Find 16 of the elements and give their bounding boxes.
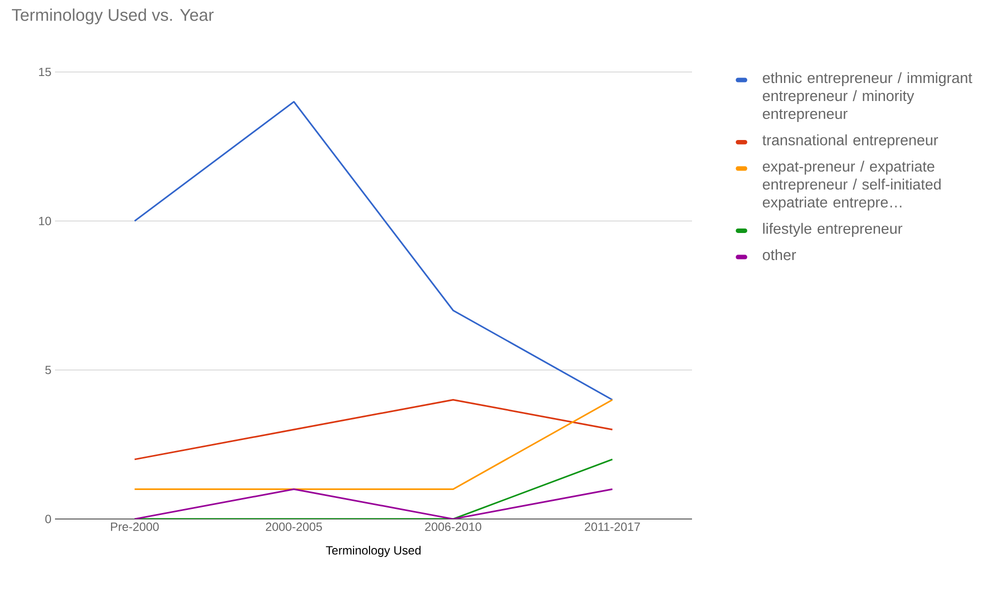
legend-label: ethnic entrepreneur / immigrant entrepreneur / minority entrepreneur (762, 72, 972, 122)
chart-title: Terminology Used vs. Year (12, 8, 214, 24)
y-tick-label: 15 (39, 68, 51, 76)
legend-label: expat-preneur / expatriate entrepreneur / self-initiated expatriate entrepre… (762, 160, 941, 210)
legend-label: transnational entrepreneur (762, 134, 938, 148)
x-tick-label: 2011-2017 (584, 522, 640, 531)
x-tick-label: 2000-2005 (266, 522, 322, 531)
line-series (134, 100, 614, 401)
y-tick-label: 5 (45, 366, 51, 374)
x-tick-label: 2006-2010 (425, 522, 482, 531)
legend-label: other (762, 249, 796, 260)
legend-label: lifestyle entrepreneur (763, 222, 902, 237)
y-tick-label: 10 (39, 216, 52, 226)
x-axis-title: Terminology Used (326, 546, 421, 557)
y-tick-label: 0 (45, 514, 52, 524)
x-tick-label: Pre-2000 (111, 522, 159, 531)
